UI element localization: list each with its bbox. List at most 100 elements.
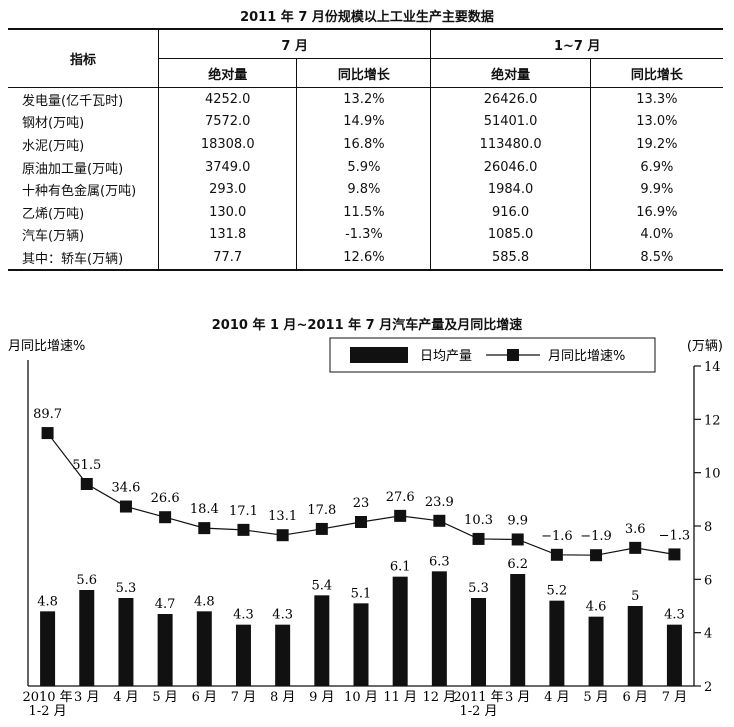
bar-value-label: 4.8 xyxy=(37,594,58,609)
growth-rate-label: 13.1 xyxy=(268,509,297,524)
table-title: 2011 年 7 月份规模以上工业生产主要数据 xyxy=(240,10,494,25)
legend-line-label: 月同比增速% xyxy=(548,349,625,364)
table-row: 其中：轿车(万辆) 77.7 12.6% 585.8 8.5% xyxy=(8,246,723,271)
x-tick-label: 3 月 xyxy=(74,690,99,705)
x-tick-label: 4 月 xyxy=(544,690,569,705)
bar-daily-output xyxy=(431,571,447,686)
growth-rate-marker xyxy=(590,549,603,562)
growth-rate-label: 51.5 xyxy=(72,458,101,473)
bar-value-label: 4.3 xyxy=(233,608,254,623)
bar-value-label: 6.3 xyxy=(429,554,450,569)
growth-rate-marker xyxy=(355,516,367,528)
bar-value-label: 6.1 xyxy=(390,560,411,575)
month-abs-cell: 7572.0 xyxy=(157,110,297,134)
month-yoy-cell: -1.3% xyxy=(296,223,431,247)
growth-rate-marker xyxy=(80,478,93,490)
month-abs-cell: 3749.0 xyxy=(157,155,297,179)
growth-rate-label: 23.9 xyxy=(425,495,454,510)
growth-rate-marker xyxy=(433,514,446,527)
x-tick-label: 6 月 xyxy=(623,690,648,705)
ytd-abs-cell: 26426.0 xyxy=(430,87,591,111)
bar-value-label: 5.2 xyxy=(547,584,568,599)
row-indicator: 发电量(亿千瓦时) xyxy=(22,93,124,109)
ytd-yoy-cell: 6.9% xyxy=(589,155,723,179)
bar-daily-output xyxy=(392,576,408,686)
month-abs-cell: 18308.0 xyxy=(157,133,297,156)
growth-rate-marker xyxy=(41,427,54,440)
month-yoy-cell: 9.8% xyxy=(296,178,431,201)
growth-rate-label: 17.1 xyxy=(229,504,258,519)
growth-rate-marker xyxy=(550,548,563,561)
bar-daily-output xyxy=(157,614,173,686)
right-axis-tick-label: 10 xyxy=(704,467,721,482)
bar-daily-output xyxy=(196,611,212,686)
growth-rate-marker xyxy=(629,541,642,554)
growth-rate-label: 34.6 xyxy=(111,481,140,496)
bar-daily-output xyxy=(314,595,330,686)
legend-marker-swatch xyxy=(507,349,519,361)
legend-bar-label: 日均产量 xyxy=(420,349,472,364)
x-tick-label: 7 月 xyxy=(231,690,256,705)
month-yoy-cell: 13.2% xyxy=(296,87,431,111)
growth-rate-label: 10.3 xyxy=(464,513,493,528)
ytd-yoy-cell: 8.5% xyxy=(589,246,723,271)
bar-value-label: 5.3 xyxy=(468,581,489,596)
x-tick-label: 9 月 xyxy=(309,690,334,705)
auto-production-chart: 月同比增速% (万辆) 2 4 6 8 10 12 14 4.8 5.6 5.3 4.7 4.8 4.3… xyxy=(8,337,723,719)
bar-value-label: 4.7 xyxy=(155,597,176,612)
x-tick-label: 1-2 月 xyxy=(459,704,497,719)
growth-rate-label: −1.9 xyxy=(580,529,612,544)
table-row: 乙烯(万吨) 130.0 11.5% 916.0 16.9% xyxy=(8,200,723,224)
right-axis-tick-label: 12 xyxy=(704,413,721,428)
x-tick-label: 10 月 xyxy=(344,690,378,705)
x-tick-label: 6 月 xyxy=(192,690,217,705)
row-indicator: 十种有色金属(万吨) xyxy=(22,184,137,200)
growth-rate-marker xyxy=(159,511,172,524)
bar-value-label: 5.1 xyxy=(351,586,372,601)
header-indicator: 指标 xyxy=(8,28,159,88)
growth-rate-label: 27.6 xyxy=(386,490,415,505)
growth-rate-marker xyxy=(315,522,328,535)
growth-rate-marker xyxy=(237,523,250,536)
month-yoy-cell: 12.6% xyxy=(296,246,431,271)
bar-daily-output xyxy=(79,590,95,686)
header-month-abs: 绝对量 xyxy=(157,58,297,88)
x-tick-label: 8 月 xyxy=(270,690,295,705)
header-month-yoy: 同比增长 xyxy=(296,58,431,88)
ytd-abs-cell: 585.8 xyxy=(430,246,591,271)
plot-area: 2 4 6 8 10 12 14 4.8 5.6 5.3 4.7 4.8 4.3 4.3 5.4 5.1 6.1… xyxy=(22,337,721,719)
bar-daily-output xyxy=(40,611,56,686)
ytd-abs-cell: 113480.0 xyxy=(430,133,591,156)
right-axis-tick-label: 6 xyxy=(704,573,712,588)
production-data-table: 指标 7 月 1~7 月 绝对量 同比增长 绝对量 同比增长 发电量(亿千瓦时)… xyxy=(8,28,723,271)
header-ytd-abs: 绝对量 xyxy=(430,58,591,88)
x-tick-label: 3 月 xyxy=(505,690,530,705)
x-tick-label: 1-2 月 xyxy=(29,704,67,719)
bar-value-label: 4.8 xyxy=(194,594,215,609)
table-row: 原油加工量(万吨) 3749.0 5.9% 26046.0 6.9% xyxy=(8,155,723,179)
row-indicator: 水泥(万吨) xyxy=(22,138,85,154)
bar-daily-output xyxy=(549,600,565,686)
ytd-abs-cell: 1085.0 xyxy=(430,223,591,247)
x-tick-label: 11 月 xyxy=(383,690,417,705)
bar-daily-output xyxy=(627,606,643,686)
growth-rate-label: 26.6 xyxy=(151,491,180,506)
bar-daily-output xyxy=(588,616,604,686)
bar-value-label: 6.2 xyxy=(507,557,528,572)
right-axis-tick-label: 14 xyxy=(704,360,721,375)
growth-rate-marker xyxy=(472,532,485,545)
bar-value-label: 5.3 xyxy=(116,581,137,596)
bar-daily-output xyxy=(118,598,134,686)
month-abs-cell: 77.7 xyxy=(157,246,297,271)
header-ytd-yoy: 同比增长 xyxy=(589,58,723,88)
growth-rate-label: 23 xyxy=(353,496,370,511)
growth-rate-marker xyxy=(119,500,132,513)
growth-rate-marker xyxy=(668,548,681,561)
growth-rate-marker xyxy=(198,522,211,535)
legend-bar-swatch xyxy=(350,347,408,363)
table-row: 发电量(亿千瓦时) 4252.0 13.2% 26426.0 13.3% xyxy=(8,87,723,111)
row-indicator: 汽车(万辆) xyxy=(22,229,85,245)
bar-value-label: 4.3 xyxy=(664,608,685,623)
left-axis-label: 月同比增速% xyxy=(8,339,85,354)
growth-rate-marker xyxy=(276,529,289,542)
